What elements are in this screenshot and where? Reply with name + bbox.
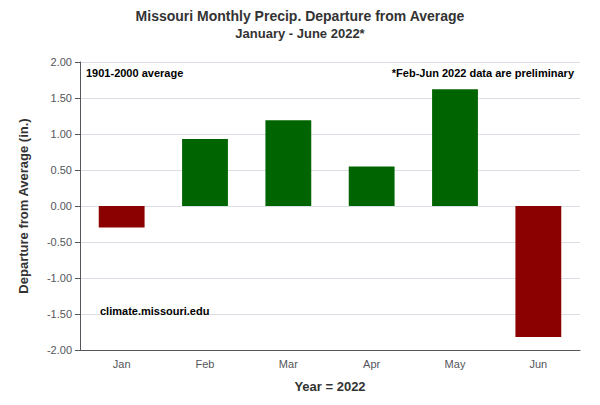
svg-text:2.00: 2.00 (51, 56, 72, 68)
svg-text:-2.00: -2.00 (47, 344, 72, 356)
svg-text:Jun: Jun (529, 358, 547, 370)
svg-text:1.00: 1.00 (51, 128, 72, 140)
svg-text:Apr: Apr (363, 358, 380, 370)
svg-text:May: May (445, 358, 466, 370)
svg-text:-0.50: -0.50 (47, 236, 72, 248)
svg-text:January - June 2022*: January - June 2022* (235, 26, 365, 41)
svg-text:-1.00: -1.00 (47, 272, 72, 284)
svg-text:Missouri Monthly Precip. Depar: Missouri Monthly Precip. Departure from … (136, 8, 465, 24)
svg-text:0.00: 0.00 (51, 200, 72, 212)
svg-text:*Feb-Jun 2022 data are prelimi: *Feb-Jun 2022 data are preliminary (392, 67, 575, 79)
svg-text:1901-2000 average: 1901-2000 average (86, 67, 183, 79)
svg-text:Departure from Average (in.): Departure from Average (in.) (16, 118, 31, 293)
svg-text:Jan: Jan (113, 358, 131, 370)
svg-text:0.50: 0.50 (51, 164, 72, 176)
svg-text:Feb: Feb (196, 358, 215, 370)
svg-text:Year = 2022: Year = 2022 (294, 379, 365, 394)
svg-text:climate.missouri.edu: climate.missouri.edu (100, 305, 209, 317)
svg-text:Mar: Mar (279, 358, 298, 370)
svg-text:-1.50: -1.50 (47, 308, 72, 320)
svg-text:1.50: 1.50 (51, 92, 72, 104)
